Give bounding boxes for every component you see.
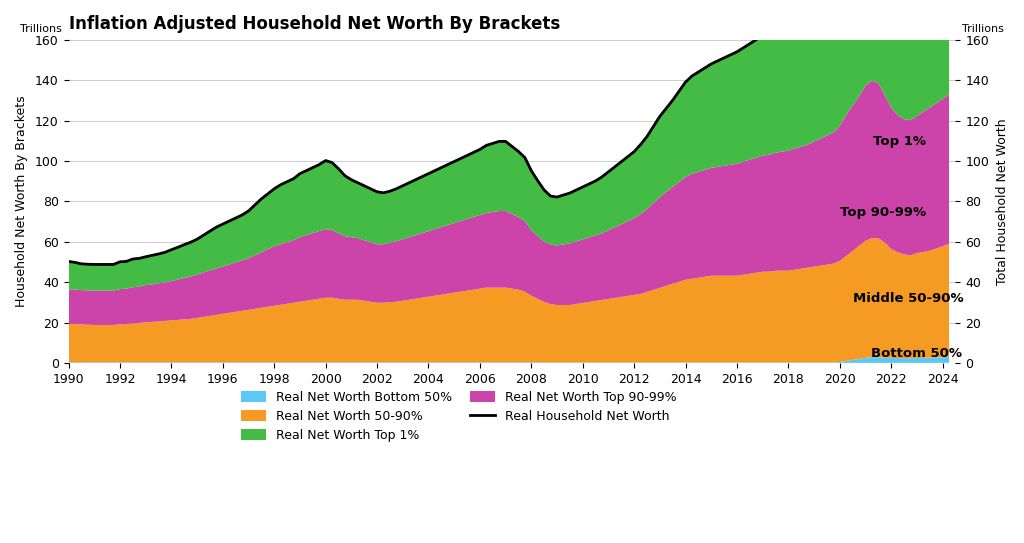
Text: Top 1%: Top 1% [873,135,926,148]
Y-axis label: Household Net Worth By Brackets: Household Net Worth By Brackets [15,96,28,307]
Y-axis label: Total Household Net Worth: Total Household Net Worth [996,118,1009,285]
Text: Inflation Adjusted Household Net Worth By Brackets: Inflation Adjusted Household Net Worth B… [69,15,560,33]
Text: Trillions: Trillions [963,24,1005,34]
Text: Bottom 50%: Bottom 50% [870,347,962,360]
Text: Top 90-99%: Top 90-99% [840,206,926,219]
Text: Middle 50-90%: Middle 50-90% [853,292,964,305]
Legend: Real Net Worth Bottom 50%, Real Net Worth 50-90%, Real Net Worth Top 1%, Real Ne: Real Net Worth Bottom 50%, Real Net Wort… [236,386,682,447]
Text: Trillions: Trillions [19,24,61,34]
